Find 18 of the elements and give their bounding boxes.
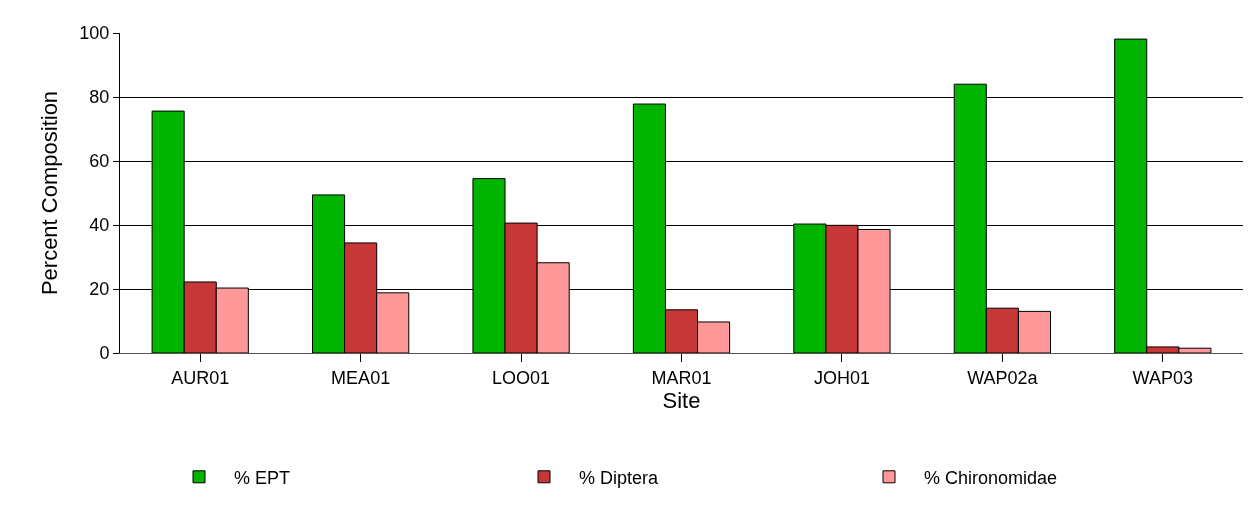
y-tick-label: 0 <box>99 343 110 364</box>
legend-label: % EPT <box>234 467 291 488</box>
x-tick-label: WAP02a <box>967 367 1039 388</box>
y-tick-label: 60 <box>89 151 110 172</box>
y-tick-label: 80 <box>89 87 110 108</box>
legend-label: % Diptera <box>579 467 660 488</box>
x-tick-label: MEA01 <box>331 367 391 388</box>
legend-label: % Chironomidae <box>924 467 1058 488</box>
x-tick-label: MAR01 <box>651 367 712 388</box>
x-axis-title: Site <box>662 387 701 413</box>
y-axis-title: Percent Composition <box>37 90 63 296</box>
x-tick-label: AUR01 <box>171 367 230 388</box>
x-tick-label: JOH01 <box>813 367 870 388</box>
x-tick-label: WAP03 <box>1132 367 1193 388</box>
y-tick-label: 20 <box>89 279 110 300</box>
y-tick-label: 40 <box>89 215 110 236</box>
x-tick-label: LOO01 <box>492 367 551 388</box>
y-tick-label: 100 <box>79 23 110 44</box>
